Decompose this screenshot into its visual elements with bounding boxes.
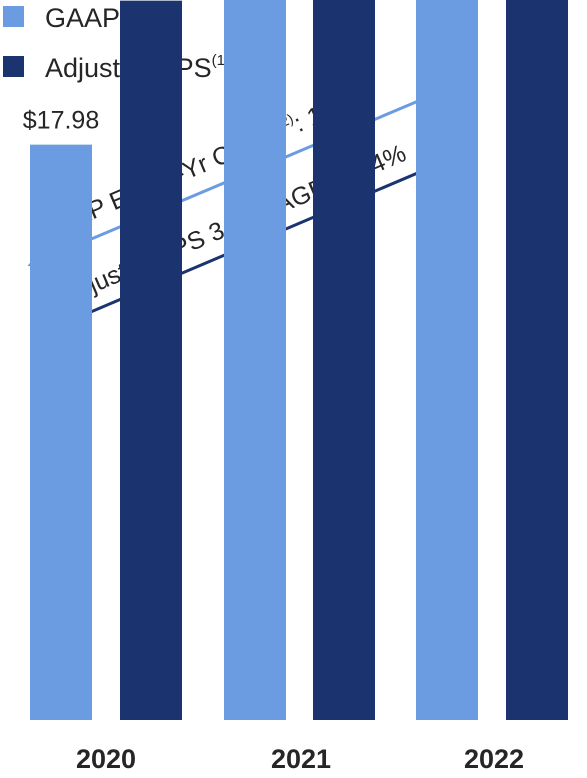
legend: GAAP EPS Adjusted EPS(1) bbox=[3, 3, 230, 83]
value-labels: $17.98$22.48$24.73$25.98$24.81$29.07 bbox=[23, 107, 99, 135]
legend-swatch-gaap bbox=[3, 6, 24, 27]
bar-gaap-eps-2020 bbox=[30, 144, 92, 720]
bars bbox=[30, 0, 568, 720]
bar-adjusted-eps-2022 bbox=[506, 0, 568, 720]
value-label-gaap-eps-2020: $17.98 bbox=[23, 107, 99, 135]
category-label-2021: 2021 bbox=[271, 744, 331, 774]
legend-swatch-adjusted bbox=[3, 56, 24, 77]
bar-adjusted-eps-2021 bbox=[313, 0, 375, 720]
bar-adjusted-eps-2020 bbox=[120, 0, 182, 720]
category-labels: 2020 2021 2022 bbox=[76, 744, 524, 774]
category-label-2020: 2020 bbox=[76, 744, 136, 774]
bar-gaap-eps-2022 bbox=[416, 0, 478, 720]
bar-gaap-eps-2021 bbox=[224, 0, 286, 720]
category-label-2022: 2022 bbox=[464, 744, 524, 774]
